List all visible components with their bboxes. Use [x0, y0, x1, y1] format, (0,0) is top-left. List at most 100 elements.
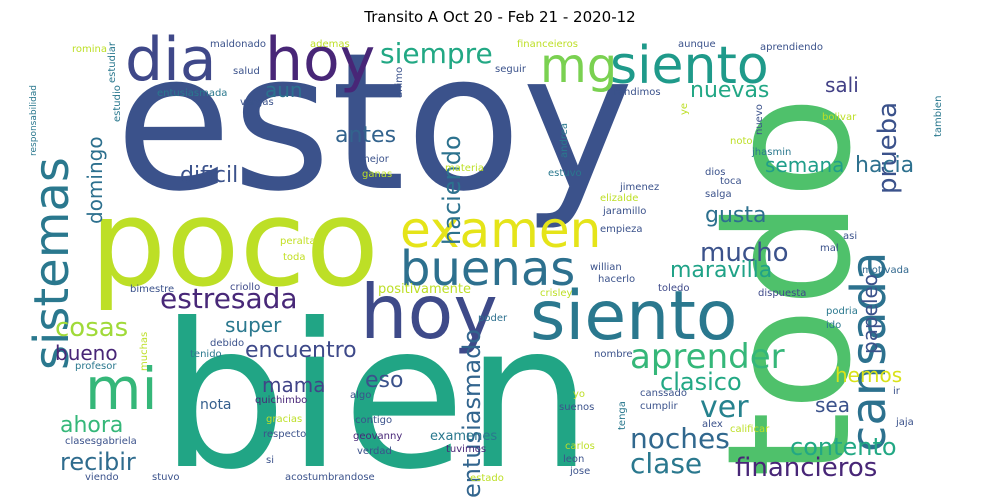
cloud-word: ademas	[310, 39, 350, 50]
cloud-word: jimenez	[620, 182, 660, 193]
cloud-word: ye	[679, 102, 690, 115]
cloud-word: hacia	[855, 153, 915, 178]
cloud-word: stuvo	[152, 472, 180, 483]
cloud-word: estuvo	[548, 168, 582, 179]
cloud-word: examen	[400, 201, 602, 259]
cloud-word: mal	[820, 243, 839, 254]
cloud-word: estudio	[112, 85, 123, 122]
cloud-word: algo	[350, 390, 372, 401]
cloud-word: jaramillo	[603, 206, 647, 217]
cloud-word: siempre	[380, 37, 493, 70]
cloud-word: noto	[730, 136, 753, 147]
cloud-word: haciendo	[438, 135, 466, 245]
cloud-word: noches	[630, 422, 730, 455]
cloud-word: financieros	[735, 453, 878, 483]
cloud-word: ir	[893, 386, 900, 397]
cloud-word: viendo	[85, 472, 119, 483]
cloud-word: jose	[570, 466, 591, 477]
cloud-word: hoy	[360, 268, 498, 356]
cloud-word: financeieros	[517, 39, 578, 50]
cloud-word: ver	[700, 390, 749, 425]
cloud-word: gusta	[705, 203, 767, 228]
cloud-word: cosas	[55, 313, 129, 343]
cloud-word: mama	[262, 373, 326, 397]
cloud-word: nuevo	[754, 104, 765, 135]
cloud-word: mg	[540, 38, 618, 94]
cloud-word: tenido	[190, 349, 222, 360]
cloud-word: willian	[590, 262, 622, 273]
cloud-word: poder	[478, 313, 508, 324]
cloud-word: mi	[85, 355, 158, 423]
cloud-word: sali	[825, 73, 859, 97]
cloud-word: domingo	[83, 136, 107, 224]
cloud-word: calificar	[730, 424, 770, 435]
cloud-word: asi	[843, 231, 858, 242]
cloud-word: examenes	[430, 429, 498, 444]
cloud-word: leon	[563, 454, 585, 465]
cloud-word: tuvimos	[446, 444, 487, 455]
cloud-word: verdad	[357, 446, 392, 457]
cloud-word: estresada	[160, 282, 298, 315]
cloud-word: bien	[160, 281, 593, 500]
cloud-word: positivamente	[378, 282, 471, 297]
cloud-word: maravilla	[670, 258, 773, 283]
cloud-word: clasico	[660, 368, 742, 396]
cloud-word: mucho	[700, 238, 789, 268]
cloud-word: hacerlo	[598, 274, 636, 285]
cloud-word: siento	[530, 277, 738, 356]
cloud-word: clasesgabriela	[65, 436, 137, 447]
cloud-word: sea	[815, 393, 850, 417]
cloud-word: rendimos	[614, 87, 661, 98]
cloud-word: podria	[826, 306, 858, 317]
cloud-word: poco	[90, 175, 379, 314]
cloud-word: quichimbo	[255, 395, 308, 406]
cloud-word: nota	[200, 397, 232, 413]
cloud-word: bueno	[55, 341, 118, 365]
page-title: Transito A Oct 20 - Feb 21 - 2020-12	[364, 8, 636, 26]
cloud-word: toda	[283, 252, 306, 263]
cloud-word: nuevas	[690, 78, 770, 103]
cloud-word: empieza	[600, 224, 643, 235]
cloud-word: gracias	[266, 414, 303, 425]
cloud-word: dificil	[180, 163, 239, 188]
cloud-word: aun	[265, 78, 303, 102]
cloud-word: mejor	[360, 154, 389, 165]
cloud-word: aprendiendo	[760, 42, 823, 53]
cloud-word: tenga	[617, 401, 628, 430]
cloud-word: bolivar	[822, 112, 857, 123]
cloud-word: prueba	[873, 101, 903, 194]
cloud-word: motivada	[862, 265, 910, 276]
cloud-word: super	[225, 313, 282, 337]
cloud-word: buenas	[400, 241, 576, 297]
cloud-word: toledo	[658, 283, 690, 294]
cloud-word: estudiar	[107, 42, 118, 83]
cloud-word: bimestre	[130, 284, 175, 295]
cloud-word: geovanny	[353, 431, 403, 442]
cloud-word: jaja	[896, 417, 914, 428]
cloud-word: papeleo	[858, 273, 882, 354]
cloud-word: seguir	[495, 64, 526, 75]
cloud-word: aunque	[678, 39, 716, 50]
cloud-word: responsabilidad	[29, 84, 39, 156]
cloud-word: aprender	[630, 337, 785, 377]
cloud-word: muchas	[139, 331, 150, 371]
cloud-word: clase	[630, 447, 703, 480]
cloud-word: eso	[365, 368, 404, 393]
cloud-word: contento	[790, 433, 897, 461]
cloud-word: respecto	[263, 429, 307, 440]
cloud-word: dispuesta	[758, 288, 807, 299]
cloud-word: ahora	[60, 413, 124, 438]
cloud-word: recibir	[60, 448, 136, 476]
cloud-word: estado	[470, 473, 504, 484]
cloud-word: alex	[702, 419, 723, 430]
cloud-word: dios	[705, 167, 726, 178]
cloud-word: antes	[335, 123, 397, 148]
cloud-word: crisley	[540, 288, 573, 299]
cloud-word: profesor	[75, 361, 117, 372]
cloud-word: jhasmin	[752, 147, 792, 158]
cloud-word: entusiasmada	[157, 88, 228, 99]
cloud-word: nombre	[594, 349, 633, 360]
cloud-word: ido	[826, 320, 842, 331]
cloud-word: vargas	[240, 97, 274, 108]
